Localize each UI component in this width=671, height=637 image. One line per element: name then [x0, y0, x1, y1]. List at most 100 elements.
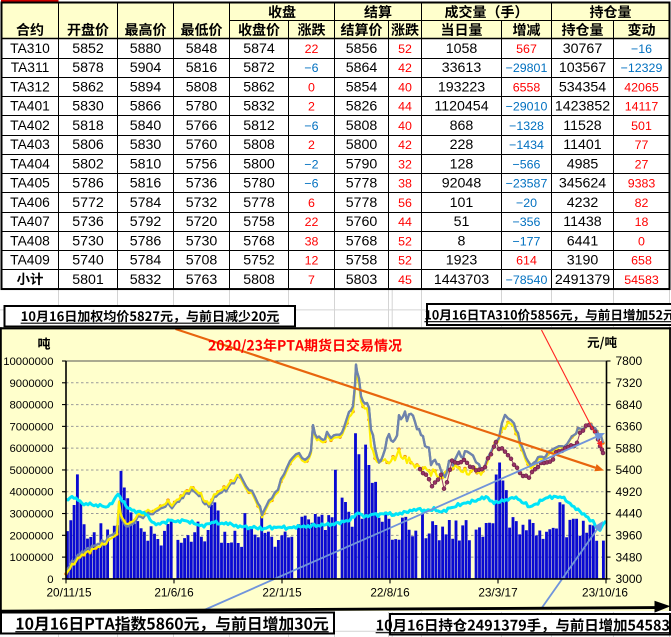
- svg-text:5830: 5830: [72, 99, 104, 115]
- svg-text:6558: 6558: [513, 80, 541, 94]
- svg-text:5400: 5400: [616, 463, 643, 477]
- svg-text:5818: 5818: [72, 118, 104, 134]
- svg-text:−1434: −1434: [509, 138, 544, 152]
- svg-text:54583: 54583: [624, 273, 659, 287]
- svg-text:4232: 4232: [567, 195, 599, 211]
- svg-text:5730: 5730: [186, 233, 218, 249]
- svg-text:128: 128: [450, 156, 474, 172]
- svg-text:5894: 5894: [130, 79, 162, 95]
- svg-text:TA404: TA404: [10, 156, 50, 171]
- svg-text:5802: 5802: [72, 156, 104, 172]
- svg-text:5830: 5830: [130, 137, 162, 153]
- svg-text:−177: −177: [513, 234, 541, 248]
- svg-text:−566: −566: [513, 157, 541, 171]
- svg-text:5708: 5708: [186, 253, 218, 269]
- svg-text:1058: 1058: [446, 41, 478, 57]
- svg-text:77: 77: [635, 138, 649, 152]
- svg-text:5760: 5760: [186, 137, 218, 153]
- svg-text:5778: 5778: [346, 176, 378, 192]
- svg-text:2000000: 2000000: [10, 530, 54, 542]
- svg-text:56: 56: [398, 196, 412, 210]
- svg-text:9383: 9383: [628, 177, 656, 191]
- svg-text:5772: 5772: [72, 195, 104, 211]
- svg-text:5732: 5732: [186, 195, 218, 211]
- svg-text:TA311: TA311: [11, 60, 50, 75]
- svg-text:3960: 3960: [616, 529, 643, 543]
- svg-text:18: 18: [635, 215, 649, 229]
- svg-text:22/8/16: 22/8/16: [370, 586, 410, 600]
- svg-text:−1328: −1328: [509, 119, 544, 133]
- svg-text:23/3/17: 23/3/17: [478, 586, 517, 600]
- svg-text:868: 868: [450, 118, 474, 134]
- svg-text:5806: 5806: [72, 137, 104, 153]
- svg-text:22: 22: [305, 42, 319, 56]
- svg-text:8: 8: [458, 233, 466, 249]
- svg-text:567: 567: [516, 42, 537, 56]
- svg-text:5810: 5810: [130, 156, 162, 172]
- svg-text:5000000: 5000000: [10, 465, 54, 477]
- svg-text:3000: 3000: [616, 572, 643, 586]
- svg-text:40: 40: [398, 80, 412, 94]
- svg-text:14117: 14117: [625, 100, 659, 114]
- svg-text:1443703: 1443703: [434, 272, 489, 288]
- svg-text:5778: 5778: [346, 195, 378, 211]
- svg-text:−6: −6: [304, 61, 318, 75]
- svg-text:5778: 5778: [243, 195, 275, 211]
- svg-text:5808: 5808: [186, 79, 218, 95]
- svg-text:5784: 5784: [130, 195, 162, 211]
- svg-text:5826: 5826: [346, 99, 378, 115]
- svg-text:5752: 5752: [243, 253, 275, 269]
- svg-text:7800: 7800: [616, 354, 643, 368]
- svg-text:5720: 5720: [186, 214, 218, 230]
- svg-text:42: 42: [398, 61, 412, 75]
- svg-text:5904: 5904: [130, 60, 162, 76]
- svg-text:5848: 5848: [186, 41, 218, 57]
- svg-text:5872: 5872: [243, 60, 275, 76]
- svg-text:TA403: TA403: [10, 137, 50, 152]
- svg-text:10000000: 10000000: [3, 356, 53, 368]
- svg-text:−16: −16: [631, 42, 652, 56]
- svg-text:5792: 5792: [130, 214, 162, 230]
- svg-text:−6: −6: [304, 119, 318, 133]
- svg-text:5832: 5832: [130, 272, 162, 288]
- svg-text:5766: 5766: [186, 118, 218, 134]
- svg-text:51: 51: [454, 214, 470, 230]
- svg-text:5803: 5803: [346, 272, 378, 288]
- svg-text:TA310: TA310: [10, 41, 50, 56]
- svg-text:228: 228: [450, 137, 474, 153]
- svg-text:5756: 5756: [186, 156, 218, 172]
- svg-text:103567: 103567: [559, 60, 606, 76]
- svg-text:5832: 5832: [243, 99, 275, 115]
- svg-text:5800: 5800: [346, 137, 378, 153]
- svg-text:20/11/15: 20/11/15: [46, 586, 91, 600]
- svg-text:44: 44: [398, 100, 412, 114]
- svg-text:11438: 11438: [563, 214, 602, 230]
- svg-text:33613: 33613: [442, 60, 482, 76]
- svg-text:2: 2: [308, 100, 315, 114]
- svg-text:12: 12: [305, 254, 319, 268]
- svg-text:7320: 7320: [616, 376, 643, 390]
- svg-text:−6: −6: [304, 177, 318, 191]
- svg-text:5780: 5780: [243, 176, 275, 192]
- svg-text:TA405: TA405: [10, 176, 50, 191]
- svg-text:2491379: 2491379: [555, 272, 610, 288]
- svg-text:5790: 5790: [346, 156, 378, 172]
- svg-text:5852: 5852: [72, 41, 104, 57]
- svg-text:−2: −2: [304, 157, 318, 171]
- svg-text:TA409: TA409: [10, 253, 50, 268]
- svg-text:5786: 5786: [72, 176, 104, 192]
- svg-text:5854: 5854: [346, 79, 378, 95]
- svg-text:5808: 5808: [346, 118, 378, 134]
- svg-text:5730: 5730: [72, 233, 104, 249]
- svg-text:5768: 5768: [346, 233, 378, 249]
- svg-text:22: 22: [305, 215, 319, 229]
- svg-text:5786: 5786: [130, 233, 162, 249]
- svg-text:5862: 5862: [72, 79, 104, 95]
- svg-text:52: 52: [398, 42, 412, 56]
- svg-text:7000000: 7000000: [10, 421, 54, 433]
- svg-text:2: 2: [308, 138, 315, 152]
- svg-text:614: 614: [516, 254, 537, 268]
- svg-text:8000000: 8000000: [10, 400, 54, 412]
- svg-text:1423852: 1423852: [555, 99, 610, 115]
- svg-text:5812: 5812: [243, 118, 275, 134]
